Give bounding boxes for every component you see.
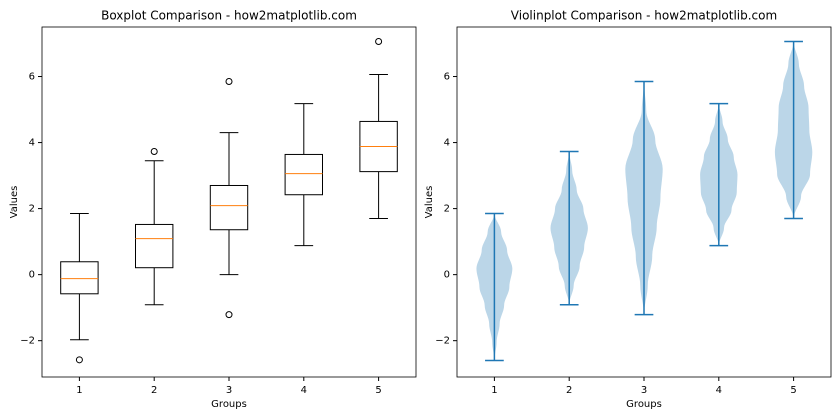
y-tick-label: 0 bbox=[444, 270, 450, 281]
flier bbox=[225, 77, 233, 85]
y-axis-label: Values bbox=[9, 186, 20, 219]
y-tick-label: 4 bbox=[444, 138, 450, 149]
x-tick-label: 3 bbox=[226, 385, 232, 396]
flier bbox=[375, 38, 383, 46]
flier bbox=[150, 147, 158, 155]
axes-frame bbox=[456, 26, 832, 378]
x-tick-label: 4 bbox=[716, 385, 722, 396]
chart-title: Boxplot Comparison - how2matplotlib.com bbox=[101, 9, 357, 23]
x-axis-label: Groups bbox=[211, 399, 247, 410]
y-tick-label: 2 bbox=[29, 204, 35, 215]
x-tick-label: 1 bbox=[491, 385, 497, 396]
y-tick-label: 6 bbox=[444, 72, 450, 83]
x-axis-label: Groups bbox=[626, 399, 662, 410]
chart-title: Violinplot Comparison - how2matplotlib.c… bbox=[511, 9, 777, 23]
box bbox=[284, 153, 324, 196]
box bbox=[60, 261, 99, 295]
y-tick-label: 2 bbox=[444, 204, 450, 215]
x-tick-label: 1 bbox=[76, 385, 82, 396]
x-tick-label: 5 bbox=[790, 385, 796, 396]
x-tick-label: 5 bbox=[375, 385, 381, 396]
y-tick-label: −2 bbox=[20, 336, 35, 347]
y-axis-label: Values bbox=[424, 186, 435, 219]
y-tick-label: 4 bbox=[29, 138, 35, 149]
y-tick-label: −2 bbox=[435, 336, 450, 347]
flier bbox=[225, 311, 233, 319]
x-tick-label: 4 bbox=[301, 385, 307, 396]
x-tick-label: 2 bbox=[566, 385, 572, 396]
y-tick-label: 6 bbox=[29, 72, 35, 83]
box bbox=[209, 184, 249, 231]
y-tick-label: 0 bbox=[29, 270, 35, 281]
axes-frame bbox=[41, 26, 417, 378]
flier bbox=[75, 356, 83, 364]
box bbox=[135, 223, 174, 269]
x-tick-label: 2 bbox=[151, 385, 157, 396]
x-tick-label: 3 bbox=[641, 385, 647, 396]
